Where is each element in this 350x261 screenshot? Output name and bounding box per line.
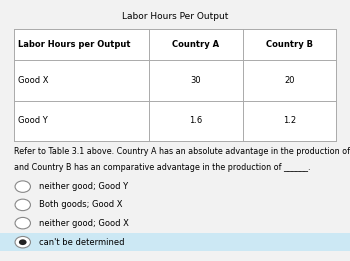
Circle shape: [15, 181, 30, 192]
Circle shape: [15, 217, 30, 229]
Text: Refer to Table 3.1 above. Country A has an absolute advantage in the production : Refer to Table 3.1 above. Country A has …: [14, 147, 350, 156]
Circle shape: [15, 236, 30, 248]
Text: 20: 20: [284, 76, 295, 85]
Text: 30: 30: [191, 76, 201, 85]
Text: can't be determined: can't be determined: [39, 238, 125, 247]
Text: and Country B has an comparative advantage in the production of ______.: and Country B has an comparative advanta…: [14, 163, 310, 172]
Text: Good Y: Good Y: [18, 116, 48, 125]
Text: neither good; Good Y: neither good; Good Y: [39, 182, 128, 191]
Text: Country A: Country A: [172, 40, 219, 49]
Circle shape: [15, 199, 30, 211]
Text: Labor Hours Per Output: Labor Hours Per Output: [122, 12, 228, 21]
Text: Both goods; Good X: Both goods; Good X: [39, 200, 123, 209]
Text: 1.2: 1.2: [283, 116, 296, 125]
Text: 1.6: 1.6: [189, 116, 203, 125]
Text: neither good; Good X: neither good; Good X: [39, 219, 129, 228]
Bar: [0, 233, 350, 251]
Circle shape: [19, 239, 27, 245]
Text: Labor Hours per Output: Labor Hours per Output: [18, 40, 131, 49]
Text: Country B: Country B: [266, 40, 313, 49]
Text: Good X: Good X: [18, 76, 49, 85]
Bar: [14, 29, 336, 141]
